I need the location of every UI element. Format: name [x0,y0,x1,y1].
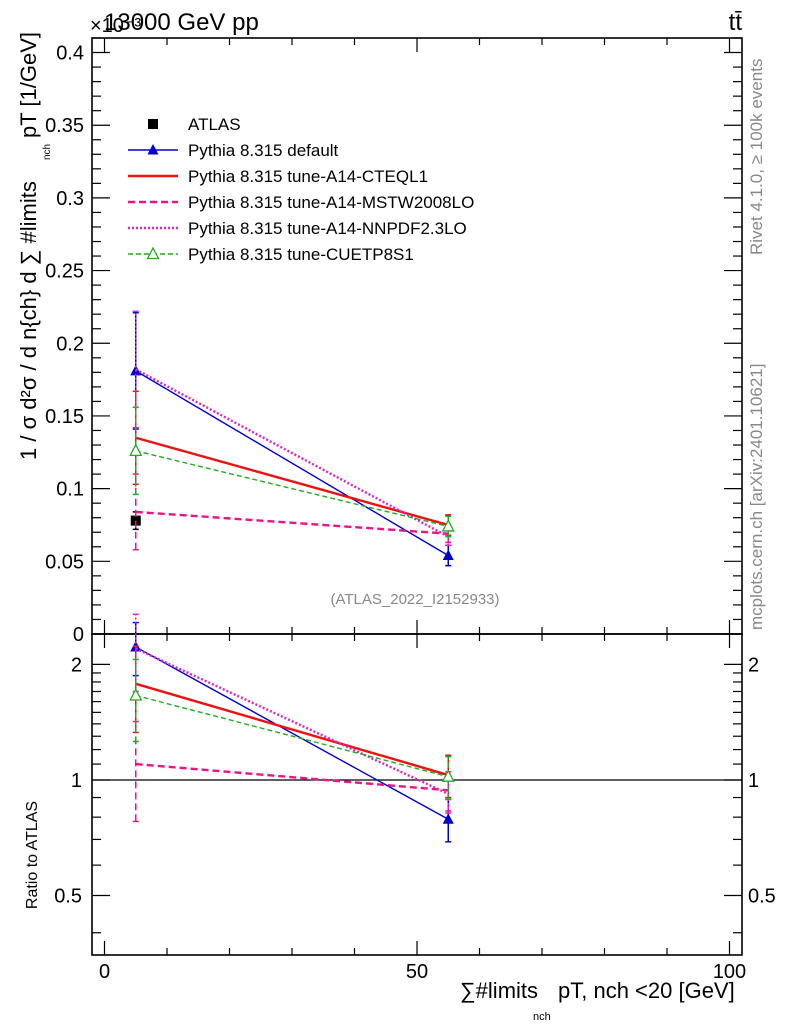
line-mstw [135,510,449,535]
ratio-line-cteql1 [135,682,449,777]
legend-label-default: Pythia 8.315 default [188,141,339,160]
legend-label-mstw: Pythia 8.315 tune-A14-MSTW2008LO [188,193,474,212]
point-atlas [130,515,141,526]
rivet-version-text: Rivet 4.1.0, ≥ 100k events [747,59,766,255]
ratio-line-default [135,646,449,820]
xlabel-tail: pT, nch <20 [GeV] [558,978,735,1003]
main-ytick-label: 0.15 [45,406,84,428]
ratio-ytick-label: 2 [71,654,82,676]
main-ylabel-sub: nch [42,144,53,160]
main-ytick-label: 0.1 [56,479,84,501]
legend-entry-cuetp: Pythia 8.315 tune-CUETP8S1 [128,245,414,264]
series-cuetp [129,406,455,538]
line-cteql1 [135,436,449,527]
legend-entry-atlas: ATLAS [148,115,241,134]
main-ytick-label: 0.2 [56,333,84,355]
ratio-line-nnpdf [135,647,449,795]
process-label: tt̄ [729,9,743,36]
ratio-line-cuetp [135,694,449,778]
main-ytick-label: 0.05 [45,551,84,573]
ratio-ytick-label-right: 1 [748,770,759,792]
legend-entry-default: Pythia 8.315 default [128,141,339,160]
main-ytick-label: 0.4 [56,43,84,65]
legend-label-cteql1: Pythia 8.315 tune-A14-CTEQL1 [188,167,428,186]
xlabel-text: ∑#limits [460,978,538,1003]
main-ytick-label: 0.25 [45,261,84,283]
multiplier-label: ×10⁻³ [90,15,141,37]
main-ylabel-text: 1 / σ d²σ / d n{ch} d ∑ #limits [16,181,41,460]
energy-label: 13000 GeV pp [104,9,259,36]
main-ytick-label: 0 [73,624,84,646]
xlabel-sub: nch [533,1011,551,1023]
main-ytick-label: 0.35 [45,115,84,137]
ratio-xtick-label: 0 [99,961,110,983]
line-default [135,370,449,557]
legend-marker-atlas [148,119,158,129]
ratio-line-mstw [135,762,449,792]
legend-entry-mstw: Pythia 8.315 tune-A14-MSTW2008LO [128,193,474,212]
series-nnpdf [132,310,452,547]
ratio-series-nnpdf [132,613,452,814]
legend-label-nnpdf: Pythia 8.315 tune-A14-NNPDF2.3LO [188,219,467,238]
ratio-point-cuetp [129,688,143,701]
ratio-ytick-label: 0.5 [54,886,82,908]
point-default [442,549,454,561]
ratio-series-default [130,621,454,843]
ratio-xtick-label: 50 [406,961,428,983]
series-default [130,311,454,567]
main-ylabel-tail: pT [1/GeV] [16,32,41,138]
line-nnpdf [135,368,449,538]
point-cuetp [129,443,143,456]
ratio-panel: 0.5 0.5 1 1 2 2 0 50 100 [54,613,776,983]
legend-entry-nnpdf: Pythia 8.315 tune-A14-NNPDF2.3LO [128,219,467,238]
legend-marker-cuetp [146,246,160,260]
ratio-series-cuetp [129,658,455,801]
mcplots-text: mcplots.cern.ch [arXiv:2401.10621] [747,364,766,630]
legend: ATLAS Pythia 8.315 default Pythia 8.315 tu… [128,115,474,264]
ratio-frame [91,633,743,956]
legend-entry-cteql1: Pythia 8.315 tune-A14-CTEQL1 [128,167,428,186]
ratio-xtick-label: 100 [713,961,746,983]
line-cuetp [135,450,449,528]
ratio-ytick-label-right: 2 [748,654,759,676]
main-panel: 0 0.05 0.1 0.15 0.2 0.25 0.3 0.35 0.4 [45,37,743,646]
legend-label-atlas: ATLAS [188,115,241,134]
ratio-ytick-label-right: 0.5 [748,886,776,908]
x-axis-label: ∑#limits nch pT, nch <20 [GeV] [460,978,735,1023]
point-cuetp [441,519,455,532]
ratio-ylabel: Ratio to ATLAS [24,801,41,909]
legend-marker-default [147,144,159,155]
ratio-ytick-label: 1 [71,770,82,792]
main-ytick-label: 0.3 [56,188,84,210]
legend-label-cuetp: Pythia 8.315 tune-CUETP8S1 [188,245,414,264]
analysis-watermark: (ATLAS_2022_I2152933) [330,591,499,608]
main-ylabel: 1 / σ d²σ / d n{ch} d ∑ #limits nch pT [… [16,32,53,460]
ratio-point-default [442,813,454,824]
ratio-point-cuetp [441,769,455,782]
